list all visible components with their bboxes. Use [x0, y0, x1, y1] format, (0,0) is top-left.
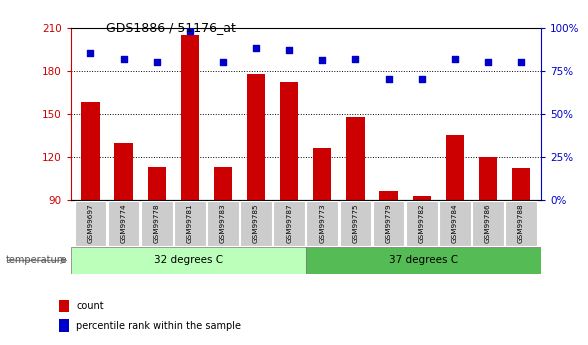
Bar [71, 247, 306, 274]
Text: GSM99773: GSM99773 [319, 204, 325, 243]
Text: GSM99775: GSM99775 [352, 204, 359, 243]
Point [384, 77, 393, 82]
Bar [181, 35, 199, 200]
Point [119, 56, 128, 61]
Text: GSM99785: GSM99785 [253, 204, 259, 243]
Text: GDS1886 / 51176_at: GDS1886 / 51176_at [106, 21, 236, 34]
Text: GSM99774: GSM99774 [121, 204, 126, 243]
Bar [174, 201, 206, 246]
Bar [306, 247, 541, 274]
Bar [379, 191, 397, 200]
Bar [346, 117, 365, 200]
Point [516, 59, 526, 65]
Bar [439, 201, 471, 246]
Point [483, 59, 493, 65]
Bar [406, 201, 437, 246]
Text: GSM99783: GSM99783 [220, 204, 226, 243]
Point [152, 59, 161, 65]
Text: GSM99697: GSM99697 [88, 204, 93, 243]
Bar [339, 201, 372, 246]
Point [185, 28, 195, 34]
Point [318, 58, 327, 63]
Text: percentile rank within the sample: percentile rank within the sample [76, 321, 242, 331]
Point [417, 77, 426, 82]
Text: temperature: temperature [6, 256, 68, 265]
Bar [479, 157, 497, 200]
Bar [313, 148, 332, 200]
Bar [59, 319, 69, 332]
Point [251, 46, 260, 51]
Bar [505, 201, 537, 246]
Text: 32 degrees C: 32 degrees C [153, 256, 223, 265]
Point [450, 56, 460, 61]
Bar [280, 82, 298, 200]
Bar [446, 136, 464, 200]
Bar [273, 201, 305, 246]
Bar [247, 73, 265, 200]
Text: GSM99782: GSM99782 [419, 204, 425, 243]
Bar [115, 142, 133, 200]
Bar [59, 299, 69, 312]
Point [86, 51, 95, 56]
Point [218, 59, 228, 65]
Bar [413, 196, 431, 200]
Bar [108, 201, 139, 246]
Bar [207, 201, 239, 246]
Point [351, 56, 360, 61]
Bar [81, 102, 99, 200]
Text: GSM99781: GSM99781 [187, 204, 193, 243]
Text: GSM99778: GSM99778 [153, 204, 160, 243]
Point [285, 47, 294, 53]
Text: GSM99788: GSM99788 [518, 204, 524, 243]
Bar [306, 201, 338, 246]
Bar [472, 201, 504, 246]
Text: GSM99786: GSM99786 [485, 204, 491, 243]
Text: 37 degrees C: 37 degrees C [389, 256, 458, 265]
Bar [214, 167, 232, 200]
Text: GSM99779: GSM99779 [386, 204, 392, 243]
Bar [141, 201, 173, 246]
Bar [373, 201, 405, 246]
Bar [75, 201, 106, 246]
Bar [240, 201, 272, 246]
Text: GSM99784: GSM99784 [452, 204, 458, 243]
Text: GSM99787: GSM99787 [286, 204, 292, 243]
Bar [148, 167, 166, 200]
Bar [512, 168, 530, 200]
Text: count: count [76, 301, 104, 311]
